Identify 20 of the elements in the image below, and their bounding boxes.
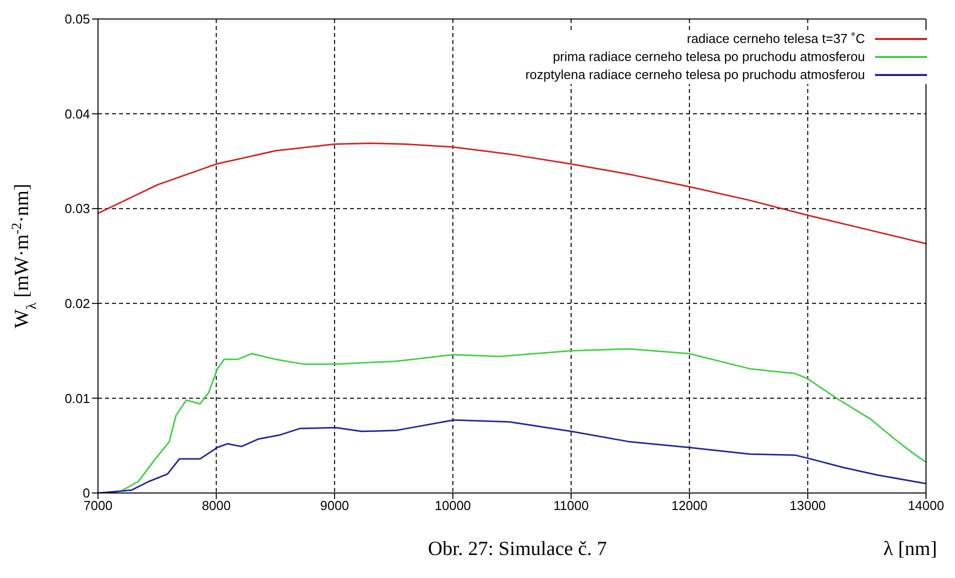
x-tick-label: 10000 <box>434 498 471 514</box>
x-axis-title: λ [nm] <box>883 538 937 561</box>
x-tick-label: 13000 <box>790 498 826 514</box>
x-tick-label: 7000 <box>84 498 112 514</box>
x-tick-label: 9000 <box>320 498 350 514</box>
x-tick-label: 11000 <box>554 498 589 514</box>
y-tick-label: 0 <box>82 486 90 501</box>
x-tick-label: 8000 <box>202 498 231 514</box>
y-tick-label: 0.02 <box>64 296 90 312</box>
y-tick-label: 0.01 <box>64 390 90 406</box>
x-tick-label: 14000 <box>908 498 944 514</box>
line-series <box>98 142 926 244</box>
y-tick-label: 0.05 <box>64 12 90 27</box>
text: Obr. 27: Simulace č. 7 <box>428 538 607 561</box>
x-tick-label: 12000 <box>671 498 708 514</box>
legend-label: rozptylena radiace cerneho telesa po pruchodu atmosferou <box>525 66 865 84</box>
y-tick-label: 0.03 <box>64 201 90 216</box>
legend-label: prima radiace cerneho telesa po pruchodu atmosferou <box>552 48 865 66</box>
legend-label: radiace cerneho telesa t=37 ˚C <box>686 30 865 48</box>
y-tick-label: 0.04 <box>64 106 90 122</box>
